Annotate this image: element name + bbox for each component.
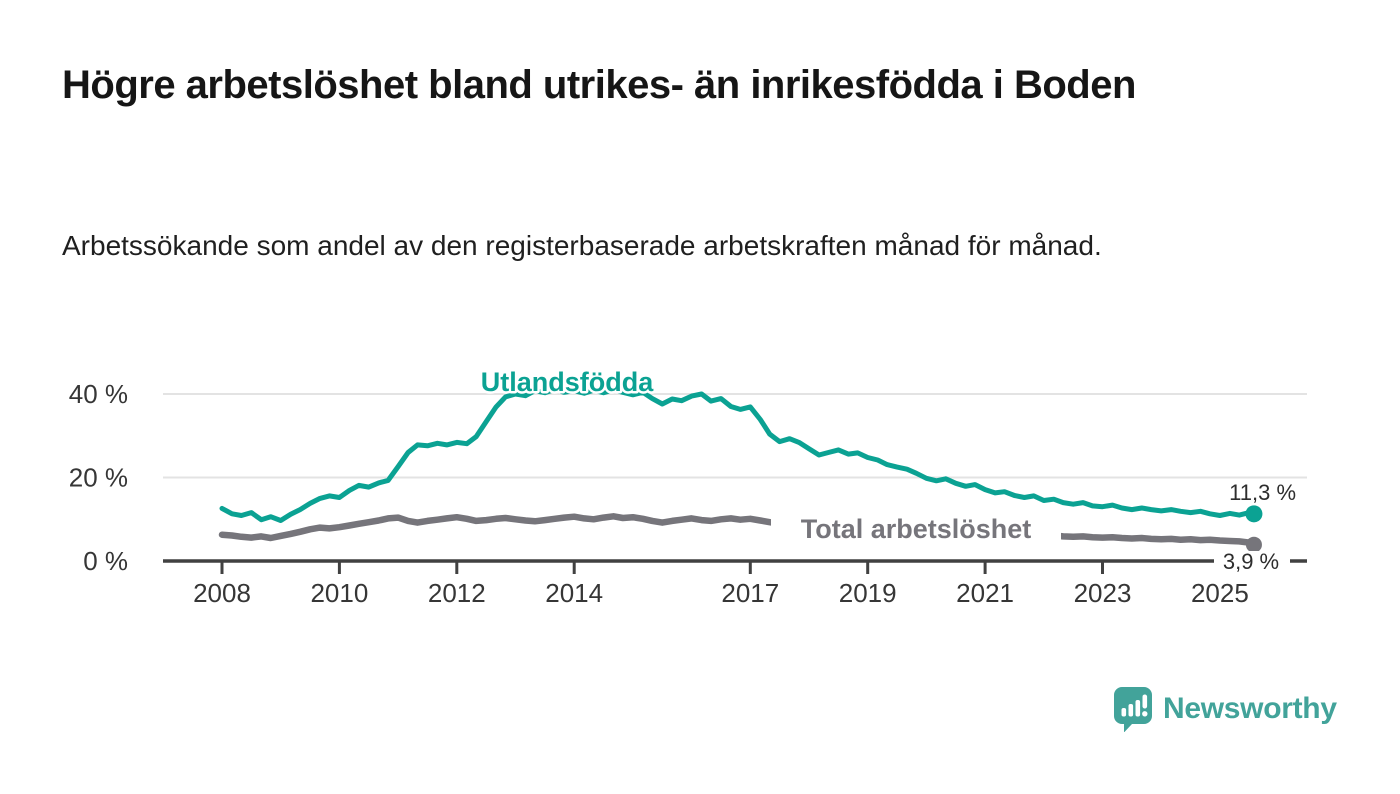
x-tick-label: 2008 (193, 578, 251, 608)
newsworthy-logo-icon (1114, 687, 1152, 732)
series-end-dot (1245, 505, 1263, 523)
newsworthy-logo-text: Newsworthy (1163, 692, 1337, 725)
end-label-total: 3,9 % (1223, 549, 1279, 574)
bar-2 (1128, 704, 1134, 717)
bar-3 (1135, 700, 1141, 717)
y-tick-label: 20 % (69, 463, 128, 493)
x-tick-label: 2019 (839, 578, 897, 608)
x-tick-label: 2012 (428, 578, 486, 608)
series-end-dot (1245, 536, 1262, 553)
chart-subtitle: Arbetssökande som andel av den registerb… (62, 230, 1102, 261)
x-tick-label: 2014 (545, 578, 603, 608)
x-tick-label: 2021 (956, 578, 1014, 608)
series-line-total (218, 513, 1258, 548)
end-label-utlandsfodda: 11,3 % (1229, 480, 1296, 505)
newsworthy-brand: Newsworthy (1113, 686, 1337, 732)
bar-1 (1121, 708, 1127, 717)
y-tick-label: 0 % (83, 546, 128, 576)
series-line-utlandsfodda (219, 386, 1257, 523)
x-tick-label: 2023 (1074, 578, 1132, 608)
x-tick-label: 2017 (721, 578, 779, 608)
series-label-mask (771, 512, 1061, 546)
chart-title: Högre arbetslöshet bland utrikes- än inr… (62, 63, 1136, 107)
exclamation-stroke (1142, 694, 1148, 709)
line-chart: 2008 2010 2012 2014 2017 2019 2021 2023 2025 0 % 2… (69, 365, 1307, 608)
series-label-utlandsfodda: Utlandsfödda (481, 367, 654, 397)
y-tick-label: 40 % (69, 379, 128, 409)
x-tick-label: 2025 (1191, 578, 1249, 608)
end-label-mask (1214, 551, 1290, 575)
series-label-total: Total arbetslöshet (801, 514, 1032, 544)
exclamation-dot (1142, 711, 1148, 717)
x-tick-label: 2010 (310, 578, 368, 608)
